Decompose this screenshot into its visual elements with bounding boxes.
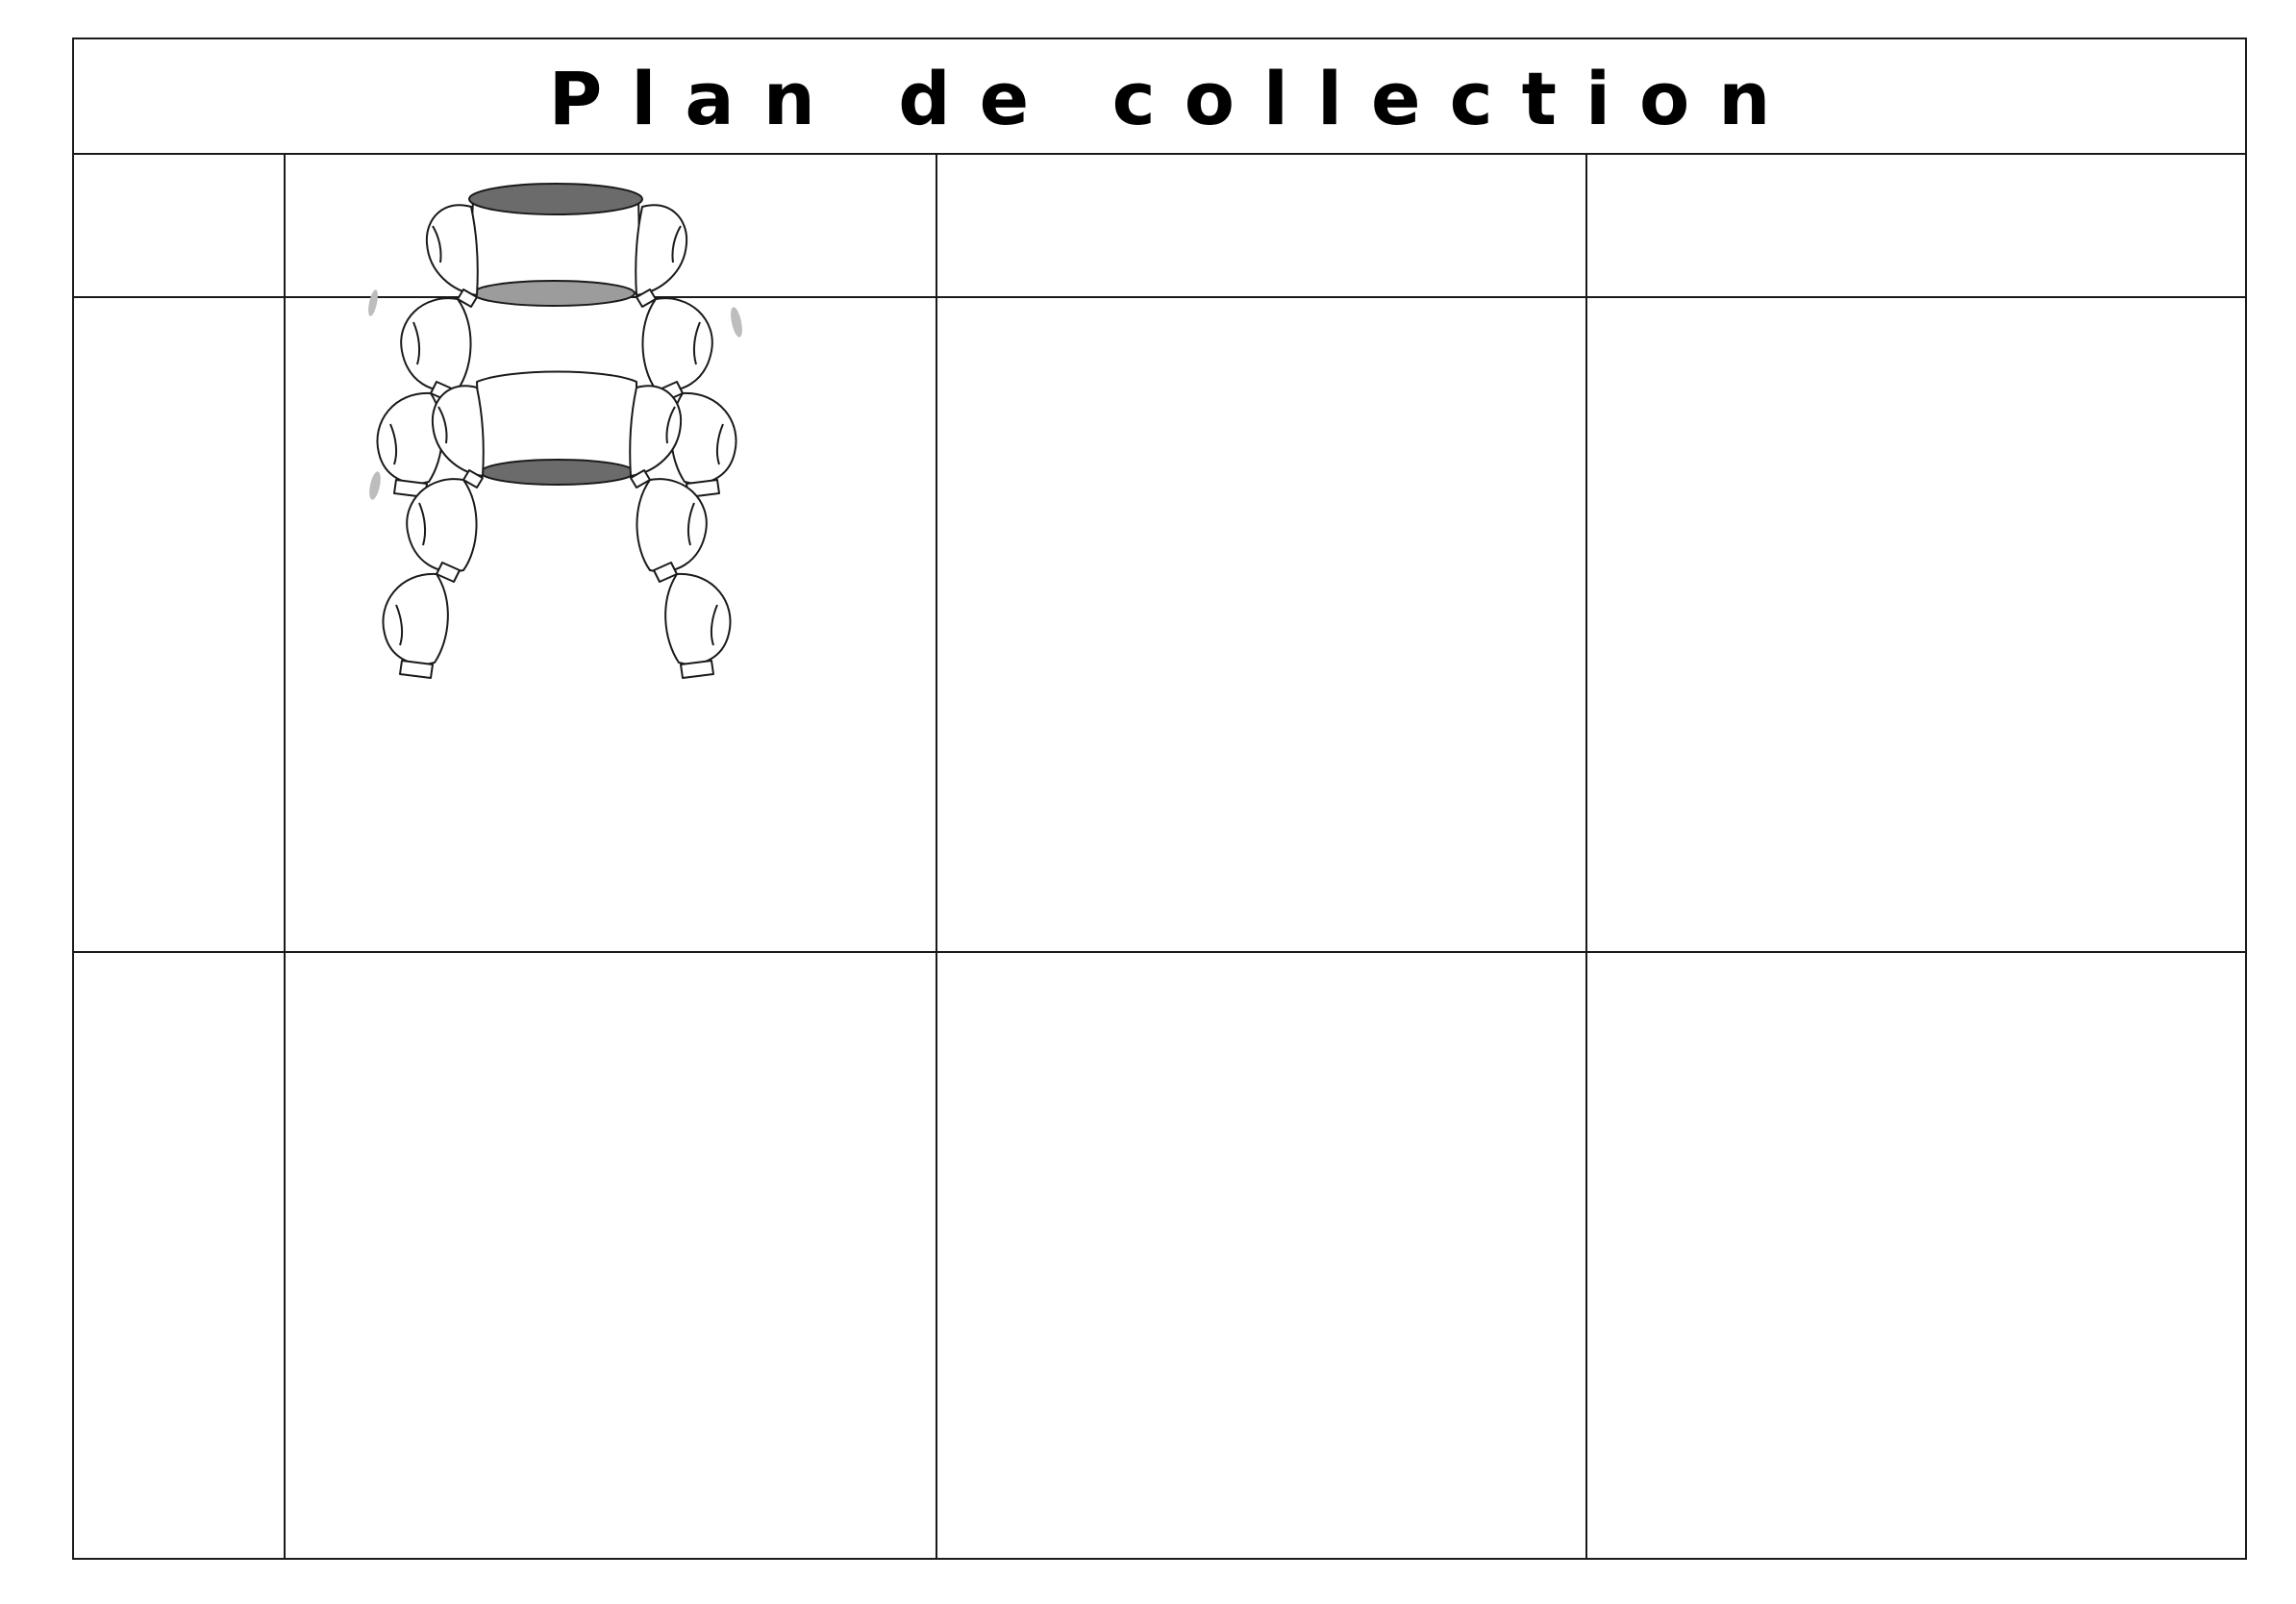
title-bar: Plan de collection bbox=[74, 39, 2245, 155]
row-2-label-cell[interactable] bbox=[74, 953, 284, 1560]
header-cell-2[interactable] bbox=[937, 155, 1585, 296]
page-title: Plan de collection bbox=[548, 55, 1800, 141]
collection-plan-sheet: Plan de collection bbox=[72, 38, 2247, 1560]
row-2-cell-1[interactable] bbox=[286, 953, 936, 1560]
row-2-cell-3[interactable] bbox=[1587, 953, 2247, 1560]
grid-vertical-rule bbox=[936, 155, 937, 1558]
row-1-label-cell[interactable] bbox=[74, 298, 284, 951]
row-1-cell-2[interactable] bbox=[937, 298, 1585, 951]
grid-vertical-rule bbox=[284, 155, 286, 1558]
grid-horizontal-rule bbox=[74, 296, 2245, 298]
front-view bbox=[368, 183, 742, 499]
header-cell-3[interactable] bbox=[1587, 155, 2247, 296]
back-view bbox=[369, 370, 732, 679]
grid-vertical-rule bbox=[1585, 155, 1587, 1558]
grid-horizontal-rule bbox=[74, 951, 2245, 953]
row-2-cell-2[interactable] bbox=[937, 953, 1585, 1560]
collection-grid bbox=[74, 155, 2245, 1558]
header-cell-label[interactable] bbox=[74, 155, 284, 296]
puff-sleeve-bolero-flat-sketch-icon bbox=[368, 183, 742, 679]
row-1-cell-3[interactable] bbox=[1587, 298, 2247, 951]
